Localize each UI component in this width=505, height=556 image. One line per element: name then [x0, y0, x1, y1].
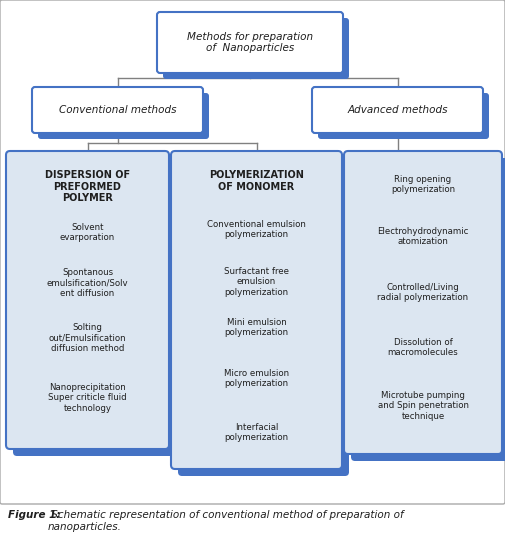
Text: Ring opening
polymerization: Ring opening polymerization: [391, 175, 455, 195]
Text: Microtube pumping
and Spin penetration
technique: Microtube pumping and Spin penetration t…: [378, 391, 469, 421]
Text: Solting
out/Emulsification
diffusion method: Solting out/Emulsification diffusion met…: [48, 323, 126, 353]
FancyBboxPatch shape: [0, 0, 505, 504]
Text: Spontanous
emulsification/Solv
ent diffusion: Spontanous emulsification/Solv ent diffu…: [46, 268, 128, 298]
FancyBboxPatch shape: [163, 18, 349, 79]
Text: Solvent
evarporation: Solvent evarporation: [60, 223, 115, 242]
Text: Electrohydrodynamic
atomization: Electrohydrodynamic atomization: [377, 227, 469, 246]
FancyBboxPatch shape: [351, 158, 505, 461]
Text: Mini emulsion
polymerization: Mini emulsion polymerization: [224, 318, 288, 337]
Text: Conventional methods: Conventional methods: [59, 105, 176, 115]
FancyBboxPatch shape: [6, 151, 169, 449]
Text: Dissolution of
macromolecules: Dissolution of macromolecules: [388, 338, 459, 358]
Text: Figure 1:: Figure 1:: [8, 510, 61, 520]
Text: DISPERSION OF
PREFORMED
POLYMER: DISPERSION OF PREFORMED POLYMER: [45, 170, 130, 203]
Text: Conventional emulsion
polymerization: Conventional emulsion polymerization: [207, 220, 306, 240]
FancyBboxPatch shape: [13, 158, 176, 456]
Text: Methods for preparation
of  Nanoparticles: Methods for preparation of Nanoparticles: [187, 32, 313, 53]
FancyBboxPatch shape: [38, 93, 209, 139]
Text: Interfacial
polymerization: Interfacial polymerization: [224, 423, 288, 443]
FancyBboxPatch shape: [312, 87, 483, 133]
FancyBboxPatch shape: [318, 93, 489, 139]
FancyBboxPatch shape: [178, 158, 349, 476]
Text: Surfactant free
emulsion
polymerization: Surfactant free emulsion polymerization: [224, 267, 289, 297]
Text: Micro emulsion
polymerization: Micro emulsion polymerization: [224, 369, 289, 389]
FancyBboxPatch shape: [157, 12, 343, 73]
FancyBboxPatch shape: [32, 87, 203, 133]
Text: POLYMERIZATION
OF MONOMER: POLYMERIZATION OF MONOMER: [209, 170, 304, 192]
FancyBboxPatch shape: [344, 151, 502, 454]
FancyBboxPatch shape: [171, 151, 342, 469]
Text: Nanoprecipitation
Super criticle fluid
technology: Nanoprecipitation Super criticle fluid t…: [48, 383, 127, 413]
Text: Advanced methods: Advanced methods: [347, 105, 448, 115]
Text: Controlled/Living
radial polymerization: Controlled/Living radial polymerization: [377, 283, 469, 302]
Text: Schematic representation of conventional method of preparation of
nanoparticles.: Schematic representation of conventional…: [48, 510, 403, 532]
